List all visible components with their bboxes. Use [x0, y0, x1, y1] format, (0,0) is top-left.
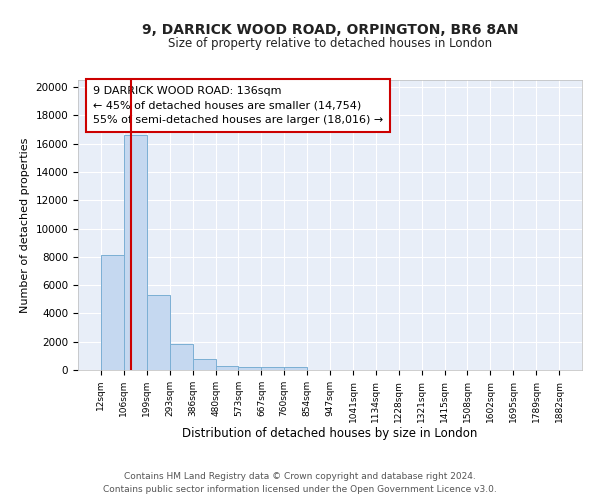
- Bar: [193, 360, 215, 370]
- Y-axis label: Number of detached properties: Number of detached properties: [20, 138, 30, 312]
- Text: Contains public sector information licensed under the Open Government Licence v3: Contains public sector information licen…: [103, 485, 497, 494]
- X-axis label: Distribution of detached houses by size in London: Distribution of detached houses by size …: [182, 428, 478, 440]
- Text: Contains HM Land Registry data © Crown copyright and database right 2024.: Contains HM Land Registry data © Crown c…: [124, 472, 476, 481]
- Bar: [262, 367, 284, 370]
- Bar: [238, 366, 262, 370]
- Bar: [284, 368, 307, 370]
- Bar: [124, 135, 147, 370]
- Bar: [170, 344, 193, 370]
- Text: 9, DARRICK WOOD ROAD, ORPINGTON, BR6 8AN: 9, DARRICK WOOD ROAD, ORPINGTON, BR6 8AN: [142, 22, 518, 36]
- Bar: [147, 295, 170, 370]
- Bar: [101, 256, 124, 370]
- Text: 9 DARRICK WOOD ROAD: 136sqm
← 45% of detached houses are smaller (14,754)
55% of: 9 DARRICK WOOD ROAD: 136sqm ← 45% of det…: [93, 86, 383, 126]
- Text: Size of property relative to detached houses in London: Size of property relative to detached ho…: [168, 38, 492, 51]
- Bar: [215, 366, 238, 370]
